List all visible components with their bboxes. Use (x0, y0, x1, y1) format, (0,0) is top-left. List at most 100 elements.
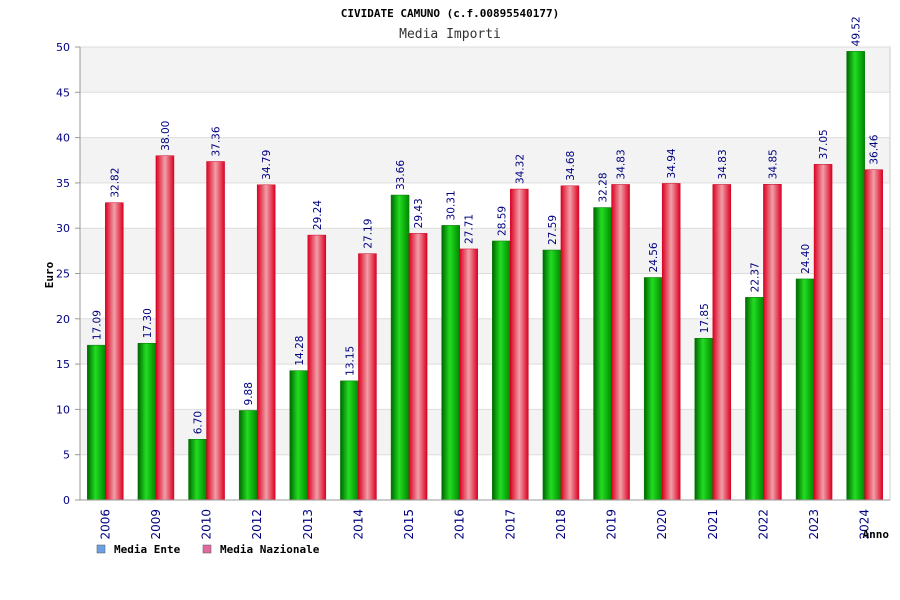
bar-media-nazionale-2012 (256, 184, 276, 501)
y-tick-label: 35 (56, 177, 70, 190)
bar-media-nazionale-2022 (763, 184, 782, 501)
bar-media-ente-2012 (238, 410, 258, 501)
x-tick-label: 2018 (554, 509, 568, 540)
x-tick-label: 2020 (655, 509, 669, 540)
bar-media-nazionale-2018 (560, 185, 580, 501)
legend-swatch (202, 544, 212, 554)
plot-band (80, 92, 890, 138)
value-labels: 17.09 32.82 17.30 38.00 6.70 37.36 9.88 34.79 14… (91, 16, 880, 434)
bar-media-nazionale-2006 (105, 202, 124, 501)
bar-media-nazionale-2009 (155, 155, 175, 501)
value-label: 14.28 (294, 336, 306, 366)
value-label: 32.28 (598, 172, 610, 202)
bar-media-nazionale-2015 (408, 233, 428, 501)
value-label: 30.31 (446, 190, 458, 220)
x-tick-label: 2012 (250, 509, 264, 540)
value-label: 49.52 (851, 16, 863, 46)
x-axis-ticks: 2006 2009 2010 2012 2013 2014 2015 2016 2017 2018… (80, 499, 890, 540)
x-tick-label: 2006 (98, 509, 112, 540)
value-label: 34.68 (565, 151, 577, 181)
value-label: 27.71 (464, 214, 476, 244)
x-tick-label: 2023 (807, 509, 821, 540)
value-label: 13.15 (344, 346, 356, 376)
y-axis-label: Euro (43, 261, 56, 288)
value-label: 32.82 (109, 168, 121, 198)
bar-media-ente-2006 (87, 344, 106, 501)
legend-swatch (96, 544, 106, 554)
bar-media-ente-2010 (188, 439, 207, 501)
bar-media-ente-2020 (643, 277, 663, 501)
bar-media-nazionale-2024 (864, 169, 883, 501)
y-tick-label: 50 (56, 41, 70, 54)
value-label: 34.32 (514, 154, 526, 184)
y-tick-label: 30 (56, 222, 70, 235)
value-label: 28.59 (496, 206, 508, 236)
bars (87, 51, 883, 501)
legend-label: Media Ente (114, 543, 181, 556)
bar-media-nazionale-2013 (307, 234, 327, 501)
bar-media-nazionale-2020 (661, 183, 681, 501)
value-label: 22.37 (749, 262, 761, 292)
x-tick-label: 2009 (149, 509, 163, 540)
value-label: 29.43 (413, 198, 425, 228)
value-label: 38.00 (160, 121, 172, 151)
y-tick-label: 45 (56, 86, 70, 99)
y-axis-ticks: 0 5 10 15 20 25 30 35 40 45 50 (56, 41, 81, 507)
chart-title: CIVIDATE CAMUNO (c.f.00895540177) (341, 7, 560, 20)
plot-band (80, 47, 890, 93)
value-label: 34.83 (616, 149, 628, 179)
bar-media-ente-2018 (542, 249, 562, 501)
value-label: 37.05 (818, 129, 830, 159)
bar-media-nazionale-2016 (459, 248, 478, 501)
value-label: 27.59 (547, 215, 559, 245)
value-label: 37.36 (211, 126, 223, 156)
value-label: 17.85 (699, 303, 711, 333)
x-axis-label: Anno (863, 528, 890, 541)
y-tick-label: 20 (56, 313, 70, 326)
bar-media-ente-2023 (795, 278, 815, 501)
legend-label: Media Nazionale (220, 543, 320, 556)
x-tick-label: 2016 (453, 509, 467, 540)
value-label: 27.19 (362, 219, 374, 249)
value-label: 33.66 (395, 160, 407, 190)
bar-media-ente-2016 (441, 225, 460, 501)
y-tick-label: 0 (63, 494, 70, 507)
x-tick-label: 2010 (200, 509, 214, 540)
value-label: 24.40 (800, 244, 812, 274)
value-label: 34.79 (261, 150, 273, 180)
bar-media-ente-2009 (137, 343, 157, 501)
value-label: 36.46 (869, 134, 881, 164)
value-label: 17.30 (142, 308, 154, 338)
bar-media-ente-2021 (694, 338, 714, 501)
bar-media-ente-2014 (340, 380, 359, 501)
y-tick-label: 25 (56, 268, 70, 281)
x-tick-label: 2017 (503, 509, 517, 540)
bar-media-ente-2013 (289, 370, 309, 501)
bar-media-ente-2017 (492, 240, 511, 501)
x-tick-label: 2019 (605, 509, 619, 540)
y-tick-label: 15 (56, 358, 70, 371)
value-label: 34.83 (717, 149, 729, 179)
value-label: 17.09 (91, 310, 103, 340)
x-tick-label: 2013 (301, 509, 315, 540)
bar-media-nazionale-2019 (611, 184, 630, 501)
x-tick-label: 2021 (706, 509, 720, 540)
bar-media-ente-2015 (390, 194, 410, 501)
y-tick-label: 10 (56, 403, 70, 416)
x-tick-label: 2022 (756, 509, 770, 540)
value-label: 29.24 (312, 200, 324, 230)
value-label: 9.88 (243, 382, 255, 405)
value-label: 34.94 (666, 148, 678, 178)
y-tick-label: 5 (63, 449, 70, 462)
x-tick-label: 2024 (858, 509, 872, 540)
value-label: 6.70 (193, 411, 205, 434)
bar-media-nazionale-2017 (510, 188, 529, 501)
bar-media-nazionale-2010 (206, 161, 225, 501)
x-tick-label: 2014 (351, 509, 365, 540)
legend: Media Ente Media Nazionale (96, 543, 320, 556)
bar-media-ente-2024 (846, 51, 865, 501)
value-label: 34.85 (767, 149, 779, 179)
bar-media-ente-2022 (745, 297, 764, 501)
x-tick-label: 2015 (402, 509, 416, 540)
